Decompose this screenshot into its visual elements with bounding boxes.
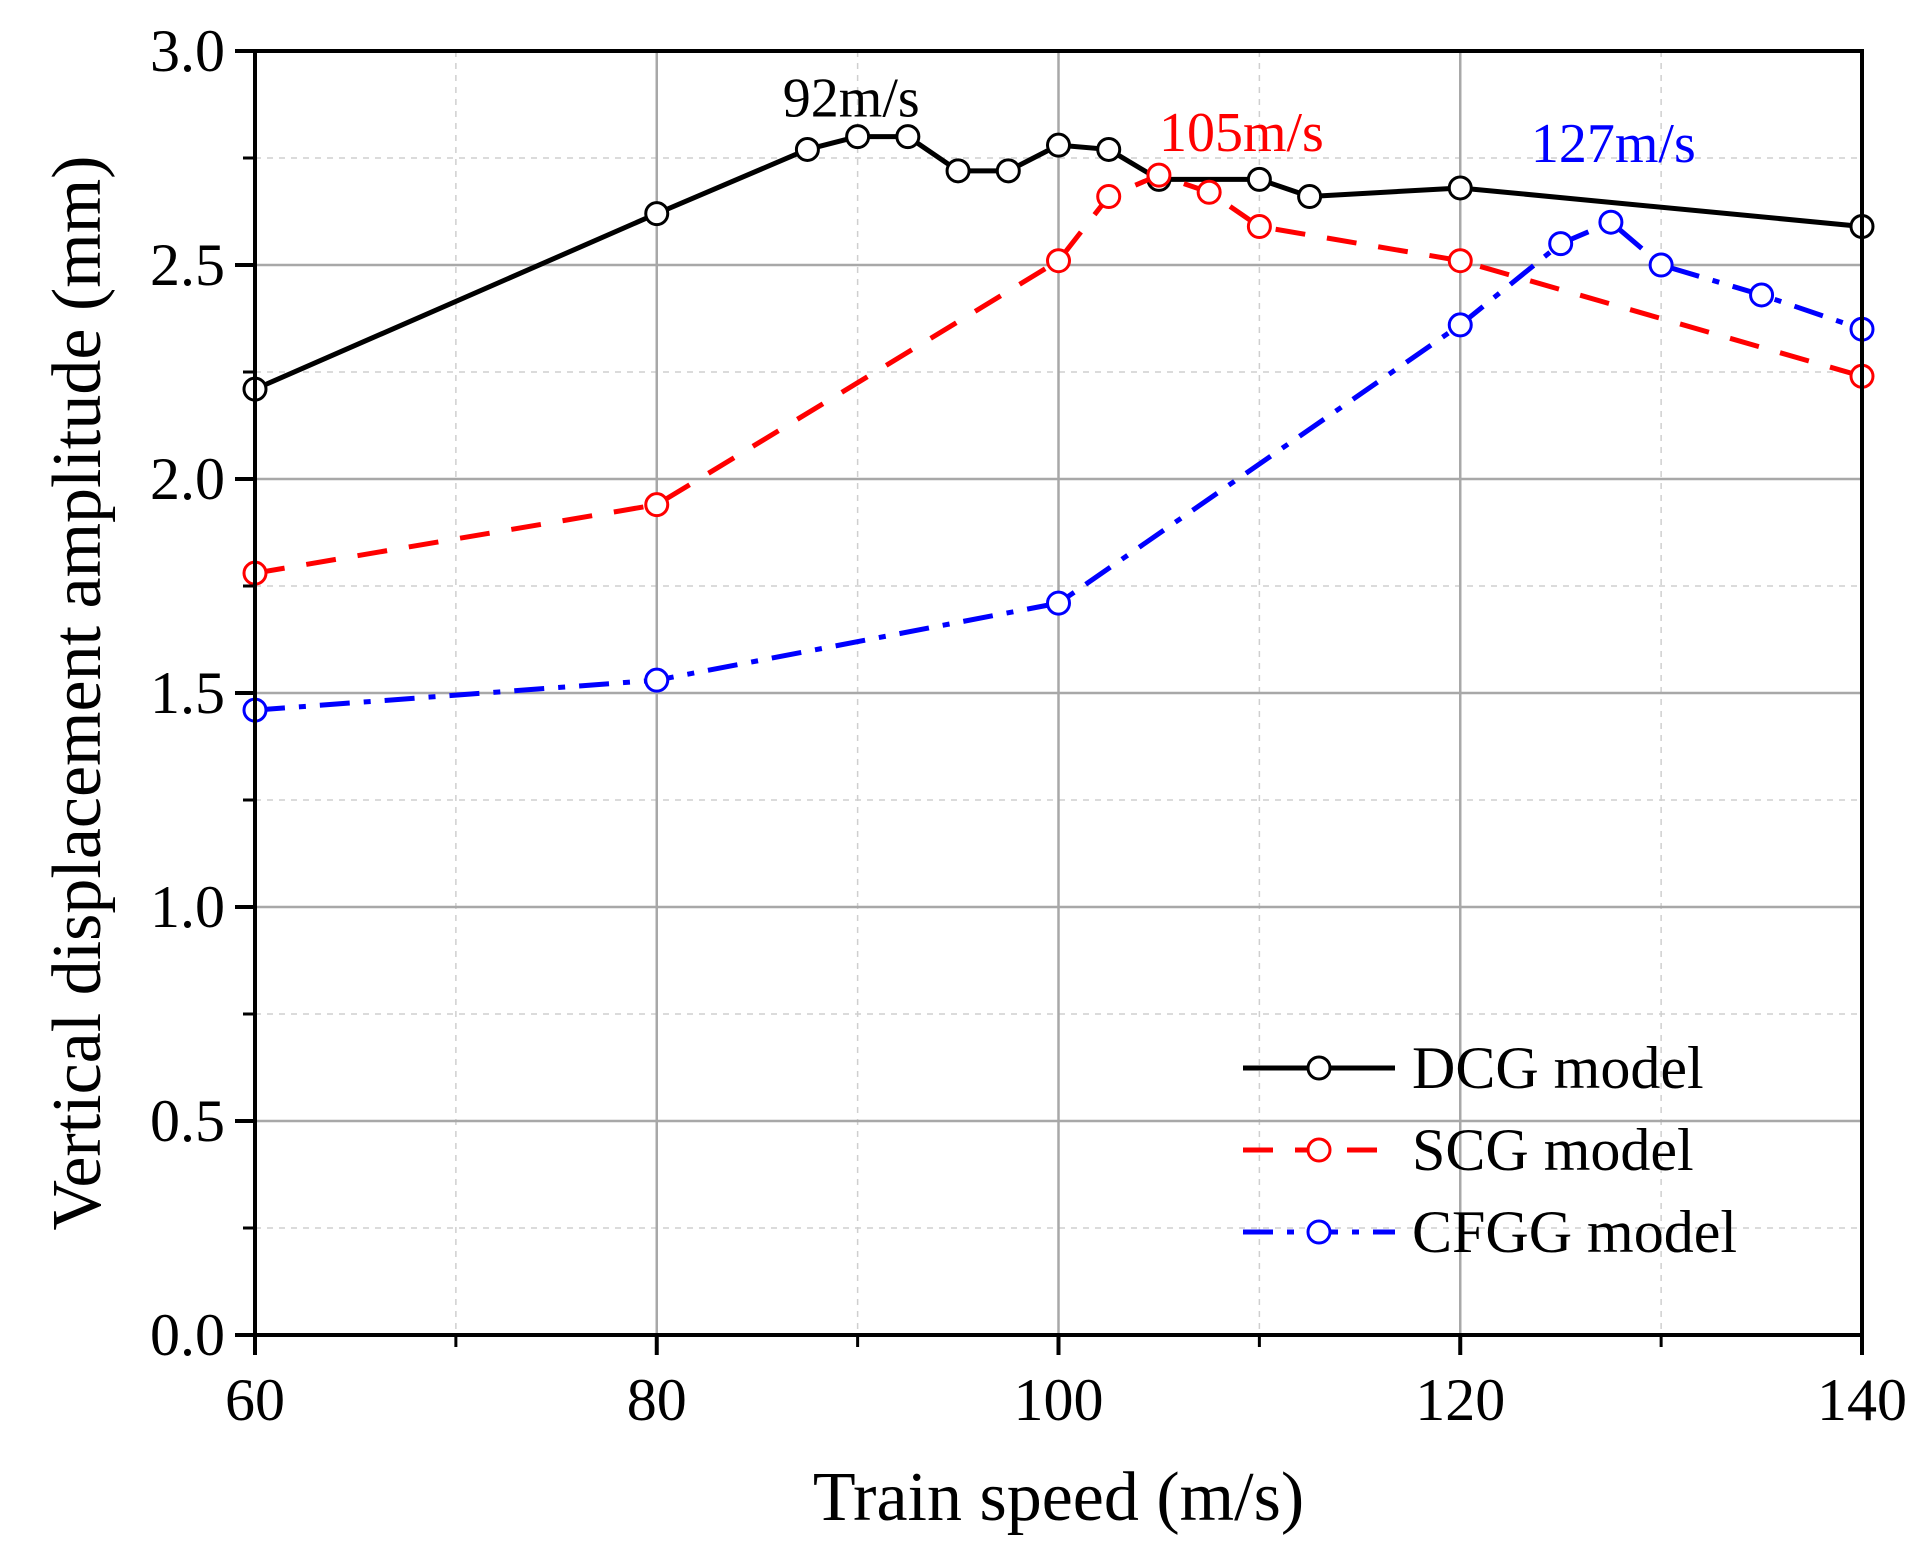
x-axis-title: Train speed (m/s) — [813, 1459, 1304, 1536]
data-point — [1648, 252, 1674, 278]
legend-marker-dcg — [1306, 1055, 1332, 1081]
data-point — [644, 492, 670, 518]
legend-marker-cfgg — [1306, 1219, 1332, 1245]
data-point — [644, 201, 670, 227]
legend: DCG model SCG model CFGG model — [1243, 1035, 1737, 1265]
x-tick-label: 120 — [1415, 1367, 1505, 1433]
data-point — [794, 136, 820, 162]
y-tick-label: 0.0 — [150, 1302, 225, 1368]
annotation-dcg-peak: 92m/s — [783, 68, 920, 130]
series-cfgg — [242, 209, 1875, 723]
axis-ticks — [235, 49, 1864, 1355]
data-point — [1046, 248, 1071, 274]
x-tick-label: 140 — [1817, 1367, 1907, 1433]
y-tick-label: 0.5 — [150, 1088, 225, 1154]
legend-entry-scg: SCG model — [1243, 1117, 1694, 1183]
data-point — [995, 158, 1021, 184]
data-point — [1096, 136, 1122, 162]
y-tick-labels: 0.0 0.5 1.0 1.5 2.0 2.5 3.0 — [150, 18, 225, 1368]
legend-entry-cfgg: CFGG model — [1243, 1199, 1737, 1265]
legend-label-cfgg: CFGG model — [1412, 1199, 1737, 1265]
annotation-scg-peak: 105m/s — [1159, 102, 1324, 164]
series-scg — [242, 162, 1875, 586]
x-tick-labels: 60 80 100 120 140 — [225, 1367, 1907, 1433]
peak-annotations: 92m/s 105m/s 127m/s — [783, 68, 1696, 176]
data-point — [895, 124, 921, 150]
data-point — [1096, 184, 1122, 210]
x-tick-label: 60 — [225, 1367, 285, 1433]
data-point — [1046, 132, 1071, 158]
y-tick-label: 1.5 — [150, 660, 225, 726]
legend-label-dcg: DCG model — [1412, 1035, 1704, 1101]
x-tick-label: 100 — [1014, 1367, 1104, 1433]
data-point — [845, 124, 871, 150]
y-tick-label: 2.0 — [150, 446, 225, 512]
data-point — [1447, 248, 1473, 274]
legend-entry-dcg: DCG model — [1243, 1035, 1704, 1101]
data-point — [1196, 179, 1222, 205]
data-point — [1598, 209, 1624, 235]
data-point — [644, 667, 670, 693]
data-point — [1246, 166, 1272, 192]
data-point — [1749, 282, 1775, 308]
y-tick-label: 1.0 — [150, 874, 225, 940]
legend-label-scg: SCG model — [1412, 1117, 1694, 1183]
y-tick-label: 2.5 — [150, 232, 225, 298]
annotation-cfgg-peak: 127m/s — [1531, 113, 1696, 175]
data-point — [1548, 231, 1574, 257]
y-tick-label: 3.0 — [150, 18, 225, 84]
data-point — [1297, 184, 1323, 210]
data-point — [1246, 213, 1272, 239]
series-layer — [242, 124, 1875, 723]
x-tick-label: 80 — [627, 1367, 687, 1433]
data-point — [945, 158, 971, 184]
legend-marker-scg — [1306, 1137, 1332, 1163]
data-point — [1146, 162, 1172, 188]
series-line — [254, 219, 1863, 713]
data-point — [1447, 175, 1473, 201]
y-axis-title: Vertical displacement amplitude (mm) — [39, 156, 116, 1231]
data-point — [1046, 590, 1071, 616]
data-point — [1447, 312, 1473, 338]
